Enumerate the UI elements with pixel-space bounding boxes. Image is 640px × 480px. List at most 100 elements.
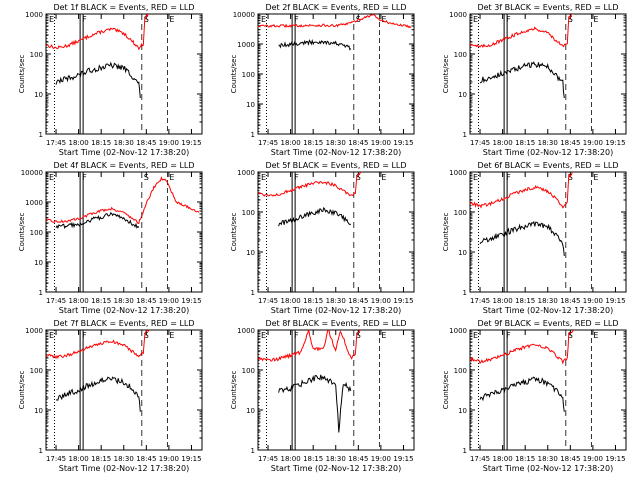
x-tick-label: 18:45 — [136, 455, 156, 463]
y-tick-label: 1000 — [449, 327, 467, 335]
x-tick-label: 18:45 — [348, 455, 368, 463]
x-tick-label: 18:00 — [69, 297, 89, 305]
x-axis-label: Start Time (02-Nov-12 17:38:20) — [483, 464, 613, 473]
x-tick-label: 18:30 — [114, 455, 134, 463]
y-tick-label: 100 — [242, 71, 255, 79]
y-tick-label: 100 — [30, 229, 43, 237]
x-tick-label: 19:15 — [393, 455, 413, 463]
x-tick-label: 19:15 — [605, 297, 625, 305]
y-tick-label: 10 — [34, 259, 43, 267]
marker-label: F — [82, 173, 87, 182]
x-axis-label: Start Time (02-Nov-12 17:38:20) — [271, 306, 401, 315]
marker-label: S — [356, 173, 361, 182]
plot-frame — [257, 171, 415, 293]
x-axis-label: Start Time (02-Nov-12 17:38:20) — [483, 306, 613, 315]
plot-frame — [257, 13, 415, 135]
y-tick-label: 100 — [454, 209, 467, 217]
x-tick-label: 19:00 — [371, 139, 391, 147]
events-series-line — [479, 376, 565, 412]
x-tick-label: 18:00 — [493, 297, 513, 305]
marker-label: E — [593, 331, 598, 340]
detector-panel-5: Det 5f BLACK = Events, RED = LLD 1 10 100 10… — [230, 161, 415, 315]
y-tick-label: 10000 — [21, 169, 43, 177]
y-tick-label: 1000 — [237, 327, 255, 335]
x-tick-label: 18:15 — [303, 455, 323, 463]
plot-frame — [45, 13, 203, 135]
y-tick-label: 1000 — [25, 199, 43, 207]
x-tick-label: 18:15 — [303, 139, 323, 147]
x-tick-label: 19:00 — [583, 297, 603, 305]
events-series-line — [479, 61, 565, 98]
x-tick-label: 18:00 — [493, 455, 513, 463]
panel-title: Det 3f BLACK = Events, RED = LLD — [477, 3, 618, 12]
marker-label: E — [473, 15, 478, 24]
marker-label: E — [261, 173, 266, 182]
marker-label: S — [144, 15, 149, 24]
y-tick-label: 100 — [454, 51, 467, 59]
x-tick-label: 19:15 — [393, 139, 413, 147]
x-tick-label: 18:15 — [91, 455, 111, 463]
y-tick-label: 1000 — [25, 11, 43, 19]
y-tick-label: 100 — [30, 367, 43, 375]
y-axis-label: Counts/sec — [442, 55, 450, 94]
y-tick-label: 1000 — [237, 41, 255, 49]
x-tick-label: 17:45 — [258, 455, 278, 463]
detector-panel-4: Det 4f BLACK = Events, RED = LLD 1 10 100 10… — [18, 161, 203, 315]
plot-frame — [45, 171, 203, 293]
marker-label: E — [381, 331, 386, 340]
x-tick-label: 17:45 — [46, 139, 66, 147]
lld-series-line — [470, 330, 574, 365]
x-tick-label: 17:45 — [46, 455, 66, 463]
marker-label: E — [261, 15, 266, 24]
detector-panel-7: Det 7f BLACK = Events, RED = LLD 1 10 100 10… — [18, 319, 203, 473]
events-series-line — [55, 61, 141, 98]
detector-panel-3: Det 3f BLACK = Events, RED = LLD 1 10 100 10… — [442, 3, 627, 157]
y-tick-label: 10 — [246, 407, 255, 415]
x-axis-label: Start Time (02-Nov-12 17:38:20) — [59, 306, 189, 315]
lld-series-line — [258, 330, 362, 362]
x-tick-label: 18:30 — [326, 455, 346, 463]
x-tick-label: 18:00 — [281, 455, 301, 463]
x-tick-label: 18:15 — [303, 297, 323, 305]
events-series-line — [278, 374, 352, 433]
x-tick-label: 19:15 — [605, 455, 625, 463]
x-tick-label: 19:00 — [371, 455, 391, 463]
lld-series-line — [46, 330, 150, 360]
marker-label: S — [144, 331, 149, 340]
y-tick-label: 1000 — [237, 169, 255, 177]
marker-label: E — [49, 15, 54, 24]
marker-label: F — [82, 331, 87, 340]
y-tick-label: 10 — [246, 249, 255, 257]
panel-title: Det 5f BLACK = Events, RED = LLD — [265, 161, 406, 170]
x-axis-label: Start Time (02-Nov-12 17:38:20) — [483, 148, 613, 157]
y-axis-label: Counts/sec — [442, 371, 450, 410]
x-axis-label: Start Time (02-Nov-12 17:38:20) — [271, 464, 401, 473]
x-tick-label: 18:30 — [114, 139, 134, 147]
x-tick-label: 19:15 — [181, 139, 201, 147]
y-axis-label: Counts/sec — [230, 371, 238, 410]
marker-label: S — [568, 15, 573, 24]
marker-label: E — [49, 331, 54, 340]
y-tick-label: 1000 — [449, 11, 467, 19]
x-tick-label: 18:15 — [91, 139, 111, 147]
x-tick-label: 18:15 — [515, 297, 535, 305]
marker-label: F — [506, 15, 511, 24]
marker-label: E — [473, 331, 478, 340]
x-tick-label: 18:30 — [326, 297, 346, 305]
detector-panel-9: Det 9f BLACK = Events, RED = LLD 1 10 100 10… — [442, 319, 627, 473]
marker-label: E — [593, 15, 598, 24]
y-tick-label: 10 — [458, 91, 467, 99]
marker-label: S — [144, 173, 149, 182]
detector-panel-2: Det 2f BLACK = Events, RED = LLD 1 10 100 10… — [230, 3, 415, 157]
lld-series-line — [46, 14, 150, 51]
y-tick-label: 100 — [454, 367, 467, 375]
y-tick-label: 1 — [251, 289, 255, 297]
y-tick-label: 10 — [34, 91, 43, 99]
x-tick-label: 18:00 — [69, 139, 89, 147]
x-tick-label: 19:00 — [371, 297, 391, 305]
x-tick-label: 19:00 — [583, 139, 603, 147]
y-axis-label: Counts/sec — [18, 213, 26, 252]
x-tick-label: 18:15 — [91, 297, 111, 305]
y-axis-label: Counts/sec — [442, 213, 450, 252]
